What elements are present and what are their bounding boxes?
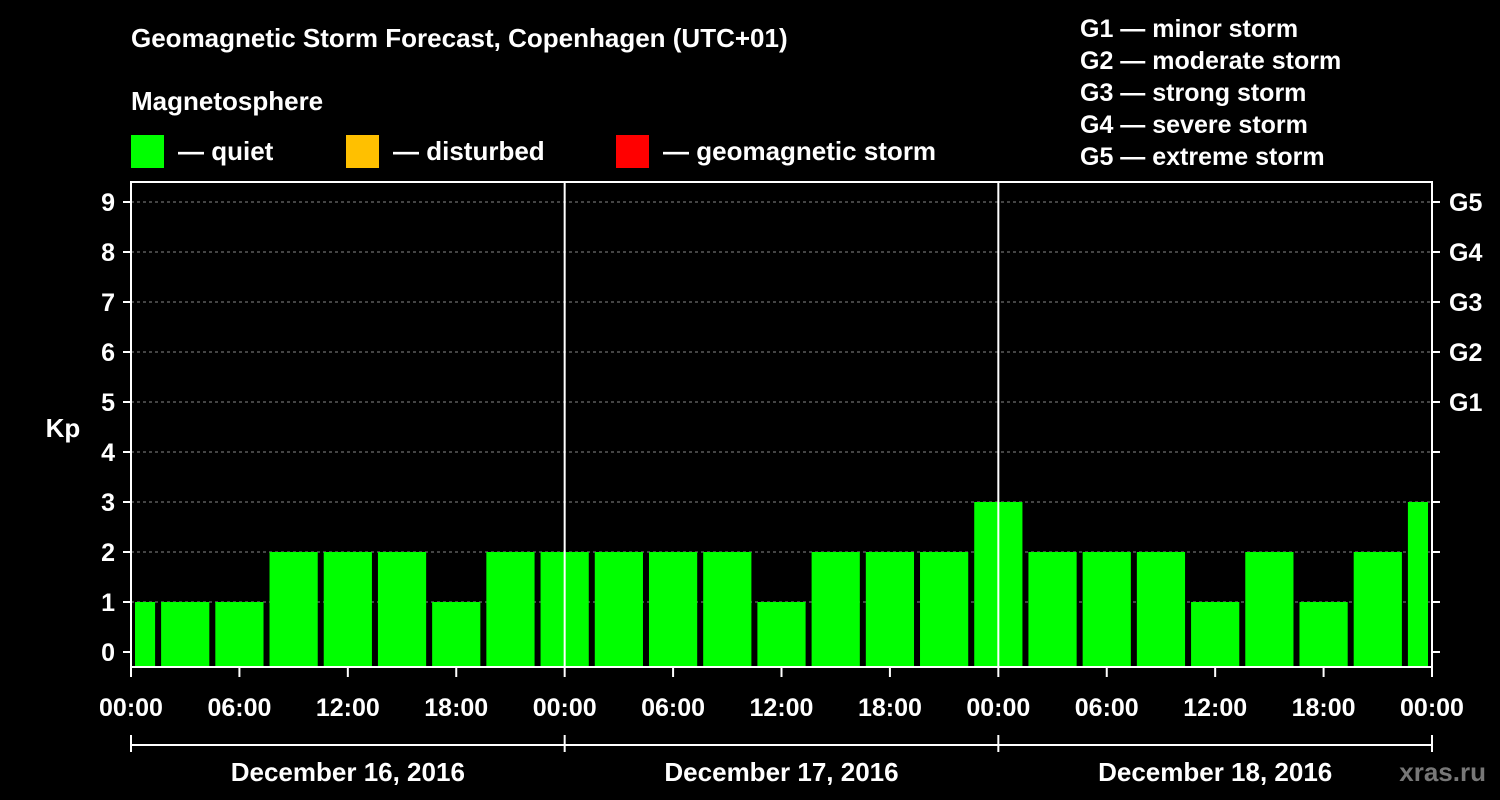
kp-bar — [161, 602, 210, 667]
kp-bar — [1028, 552, 1077, 667]
kp-bar — [1299, 602, 1348, 667]
kp-bar — [865, 552, 915, 667]
g-scale-label: G4 — [1449, 239, 1482, 267]
day-label: December 18, 2016 — [1098, 757, 1332, 787]
kp-bar — [594, 552, 643, 667]
kp-bar — [1191, 602, 1240, 667]
kp-bar — [811, 552, 860, 667]
y-tick-label: 2 — [101, 539, 115, 567]
kp-bar — [377, 552, 427, 667]
g-scale-label: G5 — [1449, 189, 1482, 217]
legend-quiet-label: — quiet — [178, 135, 274, 166]
chart-subtitle: Magnetosphere — [131, 86, 324, 116]
day-label: December 17, 2016 — [664, 757, 898, 787]
x-tick-label: 00:00 — [1400, 694, 1464, 722]
storm-scale-list: G1 — minor storm G2 — moderate storm G3 … — [1080, 13, 1341, 173]
storm-scale-g3: G3 — strong storm — [1080, 79, 1307, 107]
legend-quiet: — quiet — [131, 134, 273, 168]
y-tick-label: 9 — [101, 189, 115, 217]
storm-scale-g4: G4 — severe storm — [1080, 111, 1308, 139]
chart-title: Geomagnetic Storm Forecast, Copenhagen (… — [131, 23, 788, 53]
x-tick-label: 00:00 — [99, 694, 163, 722]
x-tick-label: 00:00 — [966, 694, 1030, 722]
x-tick-label: 18:00 — [858, 694, 922, 722]
kp-bar — [703, 552, 752, 667]
x-tick-label: 06:00 — [641, 694, 705, 722]
legend-disturbed: — disturbed — [346, 134, 545, 168]
legend-storm: — geomagnetic storm — [616, 134, 936, 168]
x-tick-label: 06:00 — [1075, 694, 1139, 722]
legend-disturbed-swatch — [346, 134, 379, 168]
legend-storm-swatch — [616, 134, 649, 168]
y-tick-label: 1 — [101, 589, 115, 617]
y-axis-label: Kp — [46, 413, 81, 443]
storm-scale-g1: G1 — minor storm — [1080, 15, 1299, 43]
x-tick-label: 18:00 — [424, 694, 488, 722]
storm-scale-g2: G2 — moderate storm — [1080, 47, 1342, 75]
kp-bar — [323, 552, 372, 667]
g-scale-label: G3 — [1449, 289, 1482, 317]
x-tick-label: 12:00 — [1183, 694, 1247, 722]
kp-bar — [1407, 502, 1428, 667]
kp-bar — [486, 552, 535, 667]
y-tick-label: 8 — [101, 239, 115, 267]
kp-bar — [1353, 552, 1402, 667]
y-tick-label: 6 — [101, 339, 115, 367]
g-scale-label: G2 — [1449, 339, 1482, 367]
legend-quiet-swatch — [131, 134, 164, 168]
legend-disturbed-label: — disturbed — [393, 135, 545, 166]
x-tick-label: 00:00 — [533, 694, 597, 722]
x-tick-label: 12:00 — [750, 694, 814, 722]
kp-bar — [1136, 552, 1186, 667]
g-scale-label: G1 — [1449, 389, 1482, 417]
kp-bar — [432, 602, 481, 667]
kp-bar — [1245, 552, 1294, 667]
kp-bar — [1082, 552, 1131, 667]
y-tick-label: 4 — [101, 439, 115, 467]
day-label: December 16, 2016 — [231, 757, 465, 787]
watermark: xras.ru — [1399, 757, 1486, 787]
kp-bar — [215, 602, 264, 667]
kp-bar — [648, 552, 698, 667]
y-tick-label: 5 — [101, 389, 115, 417]
x-tick-label: 12:00 — [316, 694, 380, 722]
kp-bar — [757, 602, 806, 667]
y-tick-label: 0 — [101, 639, 115, 667]
legend-storm-label: — geomagnetic storm — [663, 135, 937, 166]
storm-scale-g5: G5 — extreme storm — [1080, 143, 1325, 171]
kp-bar — [920, 552, 969, 667]
x-tick-label: 18:00 — [1292, 694, 1356, 722]
kp-bar — [135, 602, 156, 667]
kp-bar — [269, 552, 318, 667]
y-tick-label: 7 — [101, 289, 115, 317]
x-tick-label: 06:00 — [207, 694, 271, 722]
y-tick-label: 3 — [101, 489, 115, 517]
